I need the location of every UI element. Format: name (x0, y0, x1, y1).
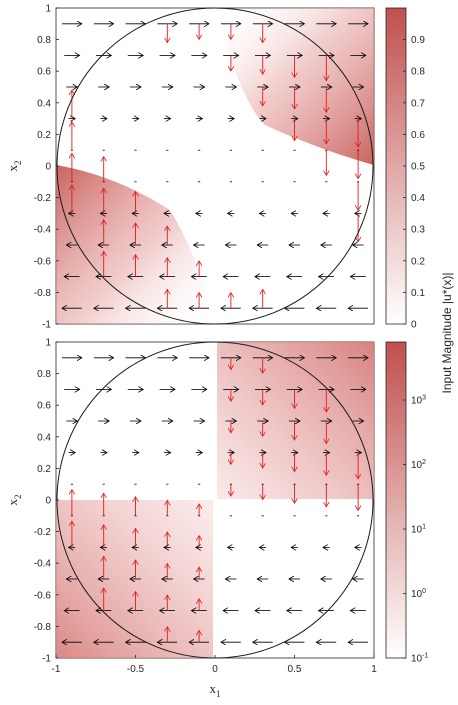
x-tick-label: 1 (371, 664, 377, 675)
colorbar-tick-label: 100 (411, 588, 426, 600)
y-tick-label: 0.6 (37, 67, 51, 78)
y-tick-label: 0.2 (37, 130, 51, 141)
y-tick-label: 0 (45, 162, 51, 173)
colorbar-tick-label: 0.5 (411, 162, 425, 173)
bottom-x-ticks: -1 -0.5 0 0.5 1 (52, 655, 377, 675)
y-tick-label: -1 (42, 320, 51, 331)
bottom-colorbar: 103 102 101 100 10-1 (385, 341, 428, 665)
bottom-x-axis-label: x1 (210, 681, 221, 699)
colorbar-tick-label: 0.3 (411, 225, 425, 236)
y-tick-label: 0.4 (37, 98, 51, 109)
top-panel: 1 0.8 0.6 0.4 0.2 0 -0.2 -0.4 -0.6 -0.8 -1 x2 (5, 4, 375, 331)
colorbar-tick-label: 0.6 (411, 130, 425, 141)
bottom-shaded-first-quadrant (217, 342, 374, 499)
y-tick-label: -0.8 (34, 288, 52, 299)
top-y-ticks: 1 0.8 0.6 0.4 0.2 0 -0.2 -0.4 -0.6 -0.8 -1 (34, 4, 59, 331)
colorbar-tick-label: 0.9 (411, 35, 425, 46)
colorbar-tick-label: 0 (411, 320, 417, 331)
colorbar-tick-label: 0.1 (411, 288, 425, 299)
y-tick-label: -0.8 (34, 622, 52, 633)
bottom-colorbar-gradient (385, 341, 407, 659)
bottom-vector-field (62, 358, 368, 642)
top-shaded-upper-right (215, 8, 374, 165)
x-tick-label: 0.5 (288, 664, 302, 675)
y-tick-label: 0 (45, 496, 51, 507)
colorbar-tick-label: 101 (411, 524, 426, 536)
y-tick-label: 0.8 (37, 369, 51, 380)
y-tick-label: -0.4 (34, 559, 52, 570)
colorbar-tick-label: 10-1 (411, 653, 428, 665)
bottom-y-ticks: 1 0.8 0.6 0.4 0.2 0 -0.2 -0.4 -0.6 -0.8 -1 (34, 338, 59, 665)
y-tick-label: -0.2 (34, 527, 52, 538)
colorbar-tick-label: 103 (411, 395, 426, 407)
colorbar-tick-label: 0.7 (411, 98, 425, 109)
y-tick-label: 1 (45, 4, 51, 15)
x-tick-label: -1 (52, 664, 61, 675)
colorbar-tick-label: 0.4 (411, 193, 425, 204)
x-tick-label: -0.5 (127, 664, 145, 675)
top-colorbar-ticks: 0.9 0.8 0.7 0.6 0.5 0.4 0.3 0.2 0.1 0 (403, 35, 425, 331)
colorbar-tick-label: 0.2 (411, 256, 425, 267)
y-tick-label: -0.2 (34, 193, 52, 204)
colorbar-tick-label: 102 (411, 459, 426, 471)
y-tick-label: 0.4 (37, 432, 51, 443)
y-tick-label: -0.6 (34, 256, 52, 267)
colorbar-tick-label: 0.8 (411, 67, 425, 78)
top-colorbar: 0.9 0.8 0.7 0.6 0.5 0.4 0.3 0.2 0.1 0 (385, 7, 425, 331)
y-tick-label: 0.6 (37, 401, 51, 412)
top-vector-field (62, 24, 368, 308)
y-tick-label: 1 (45, 338, 51, 349)
top-y-axis-label: x2 (5, 161, 23, 172)
y-tick-label: -0.6 (34, 590, 52, 601)
colorbar-label: Input Magnitude |u*(x)| (440, 273, 454, 394)
y-tick-label: 0.2 (37, 464, 51, 475)
bottom-y-axis-label: x2 (5, 495, 23, 506)
bottom-colorbar-ticks: 103 102 101 100 10-1 (403, 395, 428, 665)
bottom-panel: 1 0.8 0.6 0.4 0.2 0 -0.2 -0.4 -0.6 -0.8 -1 -1 -0.5 0… (5, 338, 377, 700)
y-tick-label: -0.4 (34, 225, 52, 236)
y-tick-label: 0.8 (37, 35, 51, 46)
y-tick-label: -1 (42, 654, 51, 665)
x-tick-label: 0 (212, 664, 218, 675)
